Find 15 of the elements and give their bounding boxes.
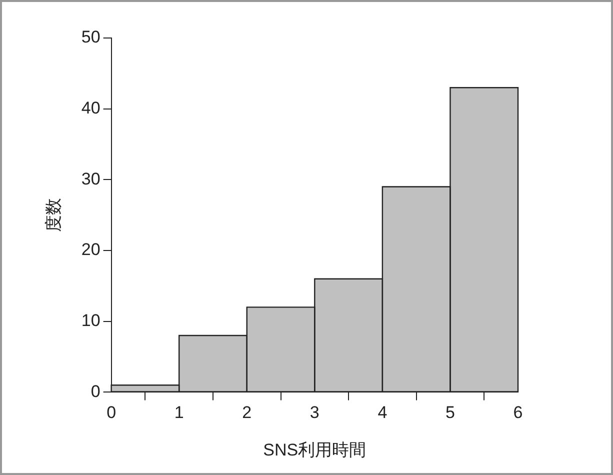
y-tick-label: 30	[81, 169, 100, 188]
x-tick-label: 0	[106, 403, 116, 422]
y-axis-title: 度数	[44, 198, 63, 232]
x-tick-label: 1	[174, 403, 184, 422]
y-tick-label: 10	[81, 311, 100, 330]
y-tick-label: 20	[81, 240, 100, 260]
y-tick-label: 40	[81, 98, 100, 118]
x-tick-label: 5	[445, 403, 455, 422]
y-tick-label: 0	[90, 382, 100, 401]
x-tick-label: 2	[242, 403, 252, 422]
x-tick-label: 4	[378, 403, 388, 422]
x-tick-label: 6	[513, 403, 523, 422]
x-tick-label: 3	[310, 403, 320, 422]
x-axis-title: SNS利用時間	[263, 440, 366, 460]
y-tick-label: 50	[81, 28, 100, 47]
